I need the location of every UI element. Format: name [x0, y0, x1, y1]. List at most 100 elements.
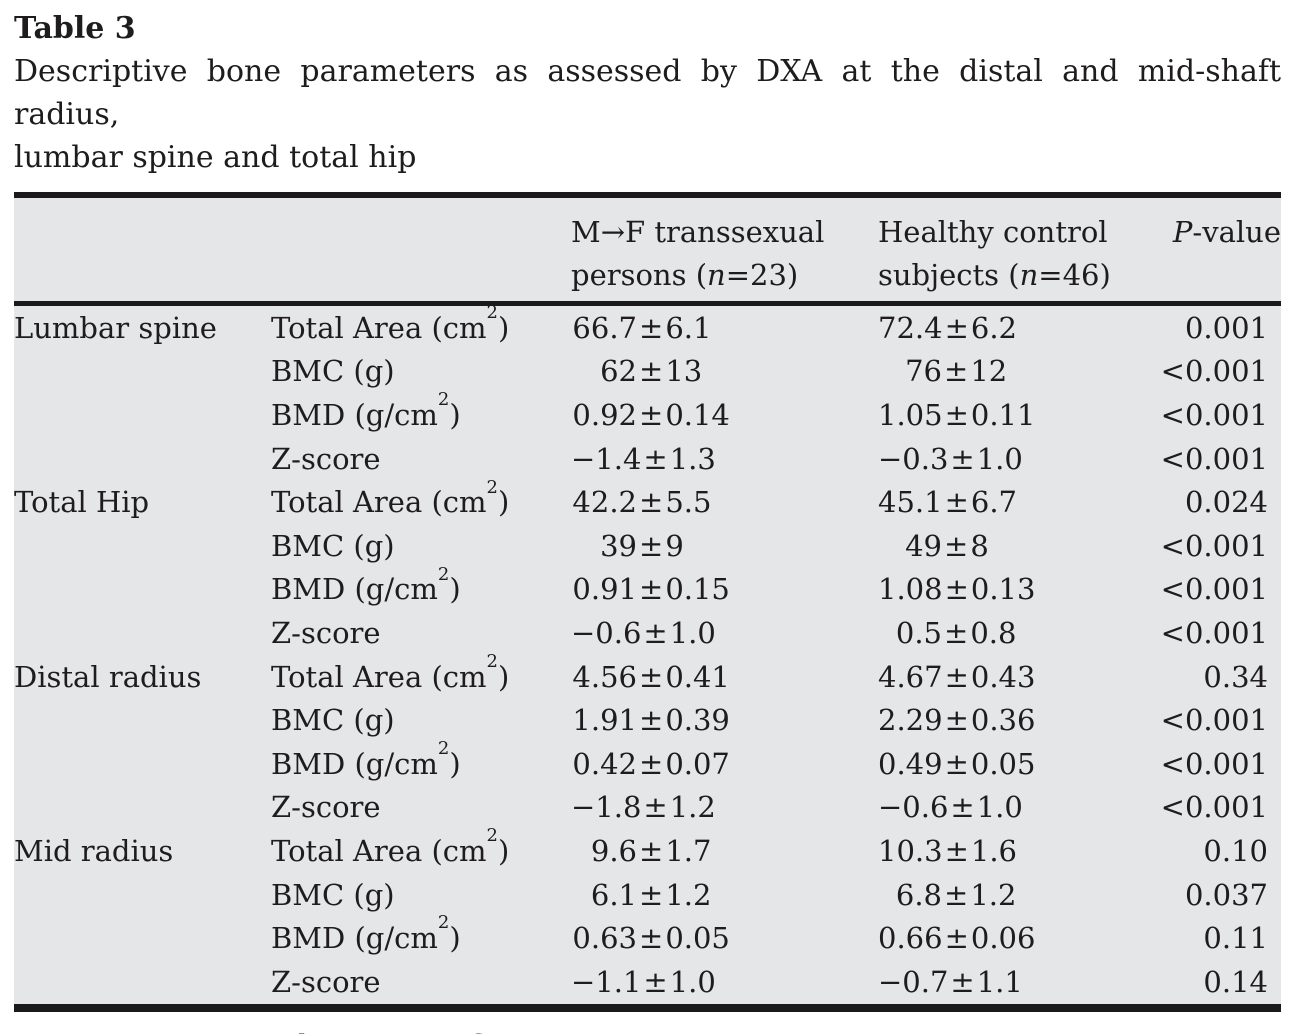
superscript: 2	[437, 389, 450, 411]
healthy-control-value: 1.05±0.11	[878, 397, 1036, 432]
superscript: 2	[486, 302, 498, 324]
mf-transsexual-value: 6.1±1.2	[590, 877, 712, 912]
header-spacer-group	[14, 211, 271, 297]
table-header-row: M→F transsexual persons (n=23) Healthy c…	[14, 198, 1281, 301]
healthy-control-value: 0.66±0.06	[878, 921, 1036, 956]
row-parameter-label: BMD (g/cm2)	[271, 563, 461, 607]
healthy-control-value: 49±8	[905, 528, 989, 563]
table-row: BMC (g) 62±13 76±12 <0.001	[14, 350, 1281, 394]
mf-transsexual-value: 0.63±0.05	[572, 921, 730, 956]
table-row: BMC (g) 6.1±1.2 6.8±1.2 0.037	[14, 873, 1281, 917]
superscript: 2	[486, 476, 498, 498]
table-row: Z-score −1.1±1.0 −0.7±1.1 0.14	[14, 960, 1281, 1004]
superscript: 2	[437, 563, 450, 585]
mf-transsexual-value: 0.91±0.15	[572, 572, 730, 607]
p-value: 0.001	[1184, 310, 1268, 345]
p-value: <0.001	[1160, 615, 1268, 650]
table-body: Lumbar spine Total Area (cm2) 66.7±6.1 72.4…	[14, 302, 1281, 1004]
row-group-label: Total Hip	[14, 485, 150, 520]
row-parameter-label: BMC (g)	[271, 703, 395, 738]
header-p-value: P-value	[1172, 215, 1281, 249]
p-value: <0.001	[1160, 572, 1268, 607]
superscript: 2	[437, 738, 450, 760]
row-parameter-label: BMD (g/cm2)	[271, 912, 461, 956]
table-row: Z-score −0.6±1.0 0.5±0.8 <0.001	[14, 611, 1281, 655]
mf-transsexual-value: −1.4±1.3	[571, 441, 716, 476]
table-row: Z-score −1.4±1.3 −0.3±1.0 <0.001	[14, 437, 1281, 481]
p-value: 0.10	[1203, 833, 1268, 868]
header-mf-line2: persons (n=23)	[571, 258, 799, 292]
table-row: BMC (g) 39±9 49±8 <0.001	[14, 524, 1281, 568]
superscript: 2	[437, 912, 450, 934]
p-value: <0.001	[1160, 746, 1268, 781]
table-row: BMD (g/cm2) 0.92±0.14 1.05±0.11 <0.001	[14, 389, 1281, 437]
p-value: 0.024	[1184, 485, 1268, 520]
header-control-line2: subjects (n=46)	[878, 258, 1111, 292]
healthy-control-value: −0.3±1.0	[878, 441, 1023, 476]
mf-transsexual-value: −0.6±1.0	[571, 615, 716, 650]
mf-transsexual-value: 0.92±0.14	[572, 397, 730, 432]
table-bottom-rule	[14, 1003, 1281, 1012]
table-row: BMD (g/cm2) 0.91±0.15 1.08±0.13 <0.001	[14, 563, 1281, 612]
row-group-label: Mid radius	[14, 833, 174, 868]
p-value: <0.001	[1160, 441, 1268, 476]
mf-transsexual-value: 42.2±5.5	[572, 485, 712, 520]
healthy-control-value: 45.1±6.7	[878, 485, 1018, 520]
row-parameter-label: BMC (g)	[271, 877, 395, 912]
row-parameter-label: Z-score	[271, 790, 381, 825]
table-row: Z-score −1.8±1.2 −0.6±1.0 <0.001	[14, 786, 1281, 830]
mf-transsexual-value: 39±9	[600, 528, 684, 563]
healthy-control-value: 72.4±6.2	[878, 310, 1018, 345]
healthy-control-value: 10.3±1.6	[878, 833, 1018, 868]
p-value: 0.34	[1203, 659, 1268, 694]
p-value: <0.001	[1160, 528, 1268, 563]
header-control-group: Healthy control subjects (n=46)	[878, 211, 1158, 297]
table-caption-line2: lumbar spine and total hip	[14, 140, 417, 175]
mf-transsexual-value: −1.8±1.2	[571, 790, 716, 825]
healthy-control-value: −0.7±1.1	[878, 964, 1023, 999]
healthy-control-value: 76±12	[905, 354, 1008, 389]
row-parameter-label: Total Area (cm2)	[271, 650, 510, 694]
mf-transsexual-value: 9.6±1.7	[590, 833, 712, 868]
table-caption-line1: Descriptive bone parameters as assessed …	[14, 54, 1281, 132]
row-parameter-label: BMC (g)	[271, 354, 395, 389]
superscript: 2	[486, 650, 498, 672]
mf-transsexual-value: 0.42±0.07	[572, 746, 730, 781]
row-group-label: Distal radius	[14, 659, 202, 694]
healthy-control-value: −0.6±1.0	[878, 790, 1023, 825]
row-parameter-label: Total Area (cm2)	[271, 825, 510, 868]
mf-transsexual-value: 4.56±0.41	[572, 659, 730, 694]
table-number-heading: Table 3	[14, 11, 136, 46]
row-parameter-label: BMC (g)	[271, 528, 395, 563]
row-parameter-label: Z-score	[271, 441, 381, 476]
row-parameter-label: BMD (g/cm2)	[271, 389, 461, 432]
row-parameter-label: Total Area (cm2)	[271, 302, 510, 345]
healthy-control-value: 4.67±0.43	[878, 659, 1036, 694]
mf-transsexual-value: 66.7±6.1	[572, 310, 712, 345]
table-row: Mid radius Total Area (cm2) 9.6±1.7 10.3±1.…	[14, 825, 1281, 873]
table-row: Lumbar spine Total Area (cm2) 66.7±6.1 72.4…	[14, 302, 1281, 350]
row-group-label: Lumbar spine	[14, 310, 217, 345]
table-row: BMD (g/cm2) 0.42±0.07 0.49±0.05 <0.001	[14, 740, 1281, 786]
superscript: 2	[486, 825, 498, 847]
p-value: <0.001	[1160, 703, 1268, 738]
mf-transsexual-value: 1.91±0.39	[572, 703, 730, 738]
p-value: 0.11	[1203, 921, 1268, 956]
healthy-control-value: 0.5±0.8	[895, 615, 1017, 650]
header-mf-line1: M→F transsexual	[571, 215, 825, 249]
healthy-control-value: 1.08±0.13	[878, 572, 1036, 607]
table-top-rule	[14, 192, 1281, 198]
healthy-control-value: 2.29±0.36	[878, 703, 1036, 738]
p-value: <0.001	[1160, 790, 1268, 825]
row-parameter-label: Total Area (cm2)	[271, 476, 510, 520]
table-row: BMD (g/cm2) 0.63±0.05 0.66±0.06 0.11	[14, 912, 1281, 960]
header-spacer-parameter	[271, 211, 571, 297]
p-value: 0.14	[1203, 964, 1268, 999]
row-parameter-label: Z-score	[271, 964, 381, 999]
healthy-control-value: 0.49±0.05	[878, 746, 1036, 781]
header-control-line1: Healthy control	[878, 215, 1108, 249]
p-value: <0.001	[1160, 354, 1268, 389]
table-footnote: Data are presented as mean±S.D.	[14, 1025, 1281, 1034]
row-parameter-label: Z-score	[271, 615, 381, 650]
mf-transsexual-value: 62±13	[600, 354, 703, 389]
